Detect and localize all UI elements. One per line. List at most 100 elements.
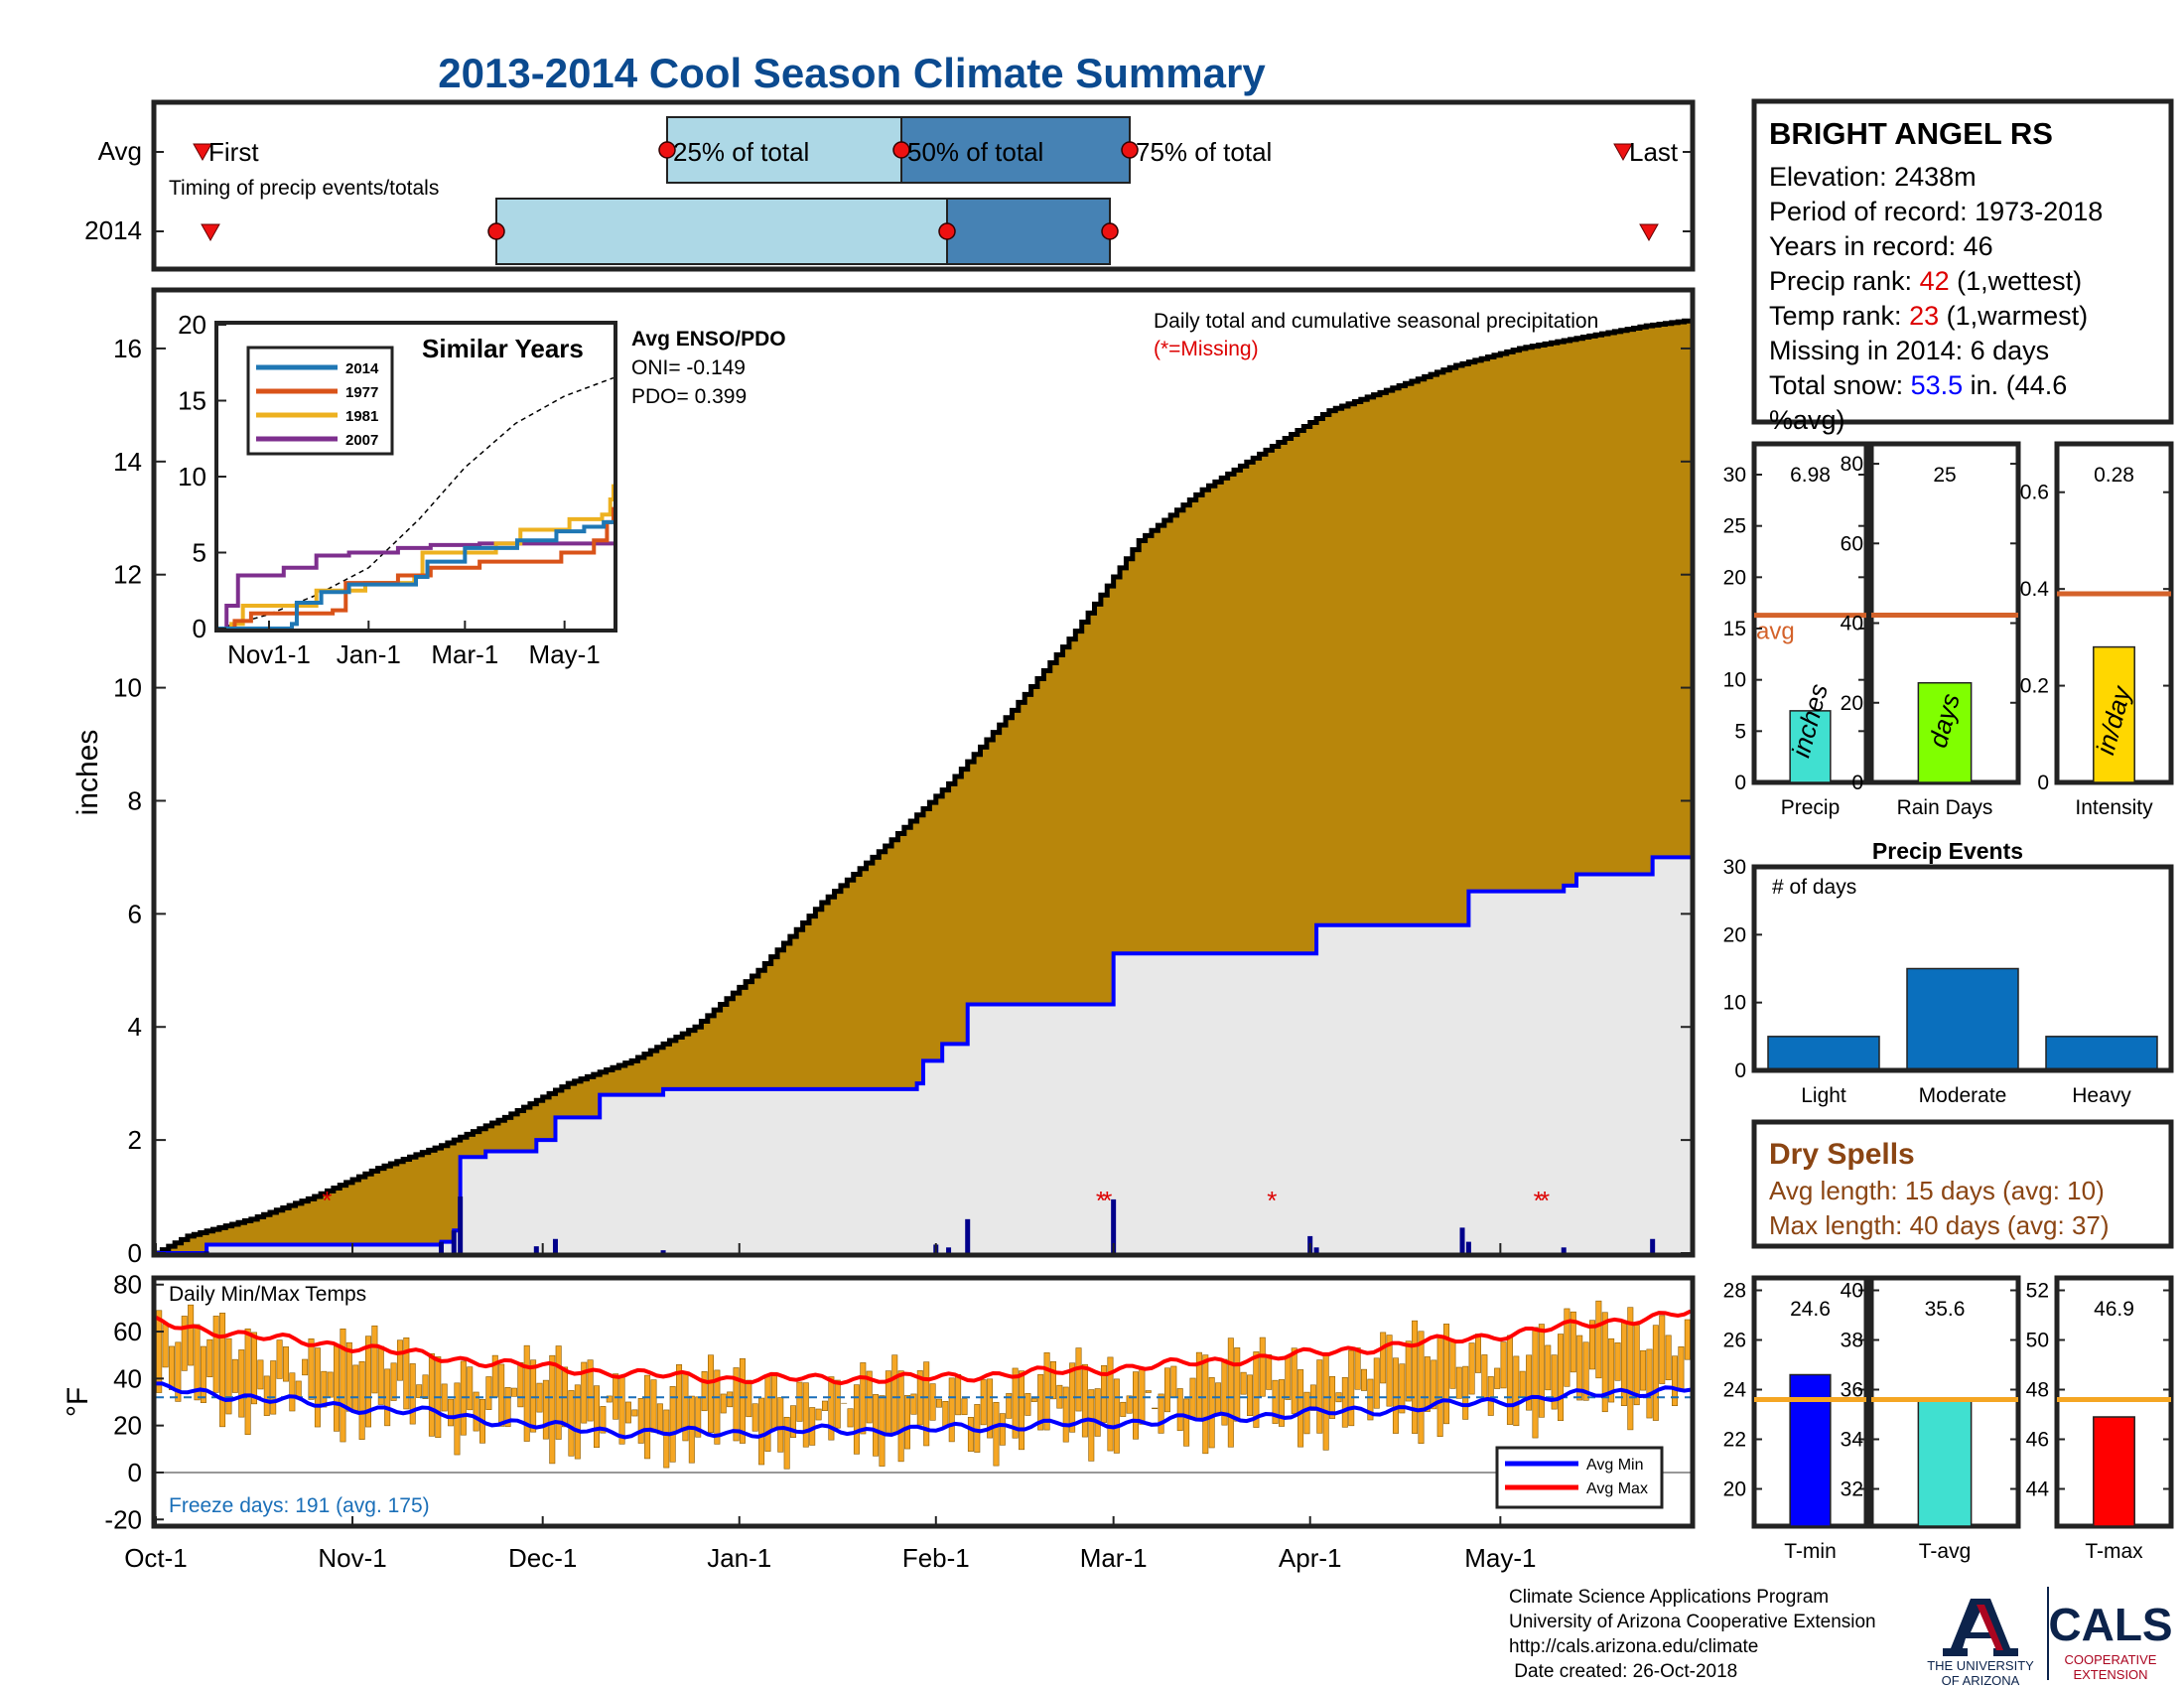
- daily-temp-bar: [1163, 1367, 1170, 1413]
- daily-temp-bar: [720, 1393, 727, 1414]
- temps-x-tick-label: Jan-1: [707, 1543, 771, 1573]
- timing-avg-75-marker: [1121, 141, 1139, 159]
- daily-precip-bar: [1561, 1247, 1567, 1253]
- daily-temp-bar: [701, 1371, 708, 1412]
- daily-precip-bar: [965, 1218, 971, 1253]
- inset-series-1981: [218, 484, 615, 631]
- missing-day-marker: *: [1540, 1186, 1550, 1215]
- timing-avg-25-marker: [658, 141, 676, 159]
- dry-spells-panel: Dry Spells Avg length: 15 days (avg: 10)…: [1751, 1119, 2174, 1249]
- precip-total-bar: [1789, 710, 1832, 783]
- station-snow: Total snow: 53.5 in. (44.6: [1769, 370, 2067, 400]
- precip-total-avg-label: avg: [1756, 619, 1795, 645]
- daily-temp-bar: [231, 1358, 238, 1393]
- daily-precip-bar: [451, 1230, 457, 1253]
- temps-title: Daily Min/Max Temps: [169, 1283, 366, 1306]
- cals-logo: CALS COOPERATIVE EXTENSION: [2048, 1599, 2172, 1682]
- avg-max-line: [155, 1309, 1692, 1386]
- daily-temp-bar: [1570, 1311, 1576, 1373]
- daily-temp-bar: [1672, 1355, 1679, 1407]
- timing-last-label: Last: [1629, 137, 1679, 167]
- temps-legend-label: Avg Min: [1586, 1457, 1644, 1474]
- inset-x-tick-label: Mar-1: [431, 639, 498, 669]
- tavg-y-tick-label: 32: [1841, 1478, 1863, 1501]
- precip-total-category-label: Precip: [1781, 796, 1841, 819]
- inset-lines: [217, 376, 615, 631]
- temps-legend-box: [1495, 1446, 1664, 1509]
- daily-temp-bar: [815, 1408, 822, 1421]
- daily-temp-bar: [1665, 1335, 1672, 1381]
- tmin-panel: 20 22 24 26 28 24.6 T-min: [1723, 1275, 1869, 1563]
- intensity-y-tick-label: 0.4: [2020, 578, 2050, 601]
- daily-temp-bar: [1576, 1335, 1583, 1401]
- tavg-y-tick-label: 36: [1841, 1379, 1863, 1402]
- daily-temp-bar: [1120, 1401, 1127, 1417]
- daily-temp-bar: [1551, 1354, 1558, 1410]
- timing-avg-last-marker: [1613, 143, 1633, 162]
- daily-temp-bar: [999, 1413, 1006, 1446]
- daily-temp-bar: [847, 1408, 854, 1428]
- daily-temp-bar: [961, 1398, 968, 1416]
- inset-legend-label: 2007: [345, 432, 378, 449]
- daily-temp-bar: [1500, 1341, 1507, 1389]
- events-category-label: Light: [1801, 1084, 1846, 1107]
- events-bar-light: [1767, 1036, 1880, 1071]
- inset-series-2014: [218, 519, 614, 631]
- precip-events-title: Precip Events: [1872, 838, 2023, 864]
- footer-line-4: Date created: 26-Oct-2018: [1509, 1661, 1737, 1682]
- daily-temp-bar: [587, 1359, 594, 1422]
- daily-temp-bar: [1266, 1354, 1273, 1390]
- daily-temp-bar: [168, 1345, 175, 1390]
- daily-temp-bar: [1024, 1393, 1031, 1416]
- freeze-days-text: Freeze days: 191 (avg. 175): [169, 1494, 430, 1517]
- events-category-label: Heavy: [2072, 1084, 2131, 1107]
- daily-temp-bar: [200, 1345, 206, 1403]
- temps-y-tick-label: 80: [113, 1270, 142, 1300]
- daily-temp-bar: [1297, 1369, 1304, 1448]
- timing-first-label: First: [208, 137, 259, 167]
- precip-total-value-label: 6.98: [1790, 464, 1831, 487]
- precip-total-y-tick-label: 25: [1723, 515, 1746, 538]
- daily-temp-bar: [1487, 1376, 1494, 1416]
- station-period: Period of record: 1973-2018: [1769, 197, 2103, 226]
- inset-y-tick-label: 0: [193, 614, 206, 643]
- main-y-tick-label: 6: [128, 899, 142, 928]
- daily-temp-bar: [1380, 1332, 1387, 1384]
- temps-ylabel: °F: [62, 1387, 94, 1417]
- daily-temp-bar: [1424, 1356, 1431, 1412]
- temps-avg-lines: [155, 1309, 1692, 1440]
- temps-x-tick-label: Nov-1: [318, 1543, 386, 1573]
- daily-temp-bar: [390, 1362, 397, 1401]
- station-precip-rank: Precip rank: 42 (1,wettest): [1769, 266, 2082, 296]
- tmax-y-tick-label: 52: [2026, 1280, 2049, 1303]
- footer-line-1: Climate Science Applications Program: [1509, 1587, 1829, 1608]
- daily-temp-bar: [1640, 1349, 1647, 1391]
- rain-days-bar: [1917, 681, 1973, 783]
- daily-temp-bar: [314, 1347, 321, 1428]
- daily-temp-bar: [821, 1400, 828, 1411]
- daily-temp-bar: [974, 1404, 981, 1453]
- ua-logo-line-1: THE UNIVERSITY: [1927, 1658, 2034, 1673]
- daily-temp-bar: [1513, 1355, 1520, 1427]
- daily-temp-bar: [1240, 1371, 1247, 1395]
- main-annotation: Daily total and cumulative seasonal prec…: [1154, 310, 1598, 333]
- temps-x-tick-label: Feb-1: [902, 1543, 970, 1573]
- inset-y-tick-label: 20: [178, 310, 206, 340]
- daily-temp-bar: [340, 1329, 346, 1443]
- daily-temp-bar: [1494, 1367, 1501, 1389]
- enso-pdo: PDO= 0.399: [631, 385, 747, 408]
- daily-temp-bar: [1526, 1354, 1533, 1411]
- main-y-tick-label: 14: [113, 447, 142, 477]
- daily-temp-bar: [504, 1387, 511, 1428]
- timing-75-label: 75% of total: [1136, 137, 1272, 167]
- daily-temp-bar: [225, 1337, 232, 1415]
- inset-y-tick-label: 15: [178, 386, 206, 416]
- main-y-tick-label: 0: [128, 1238, 142, 1268]
- daily-temp-bar: [1075, 1347, 1082, 1412]
- daily-temp-bar: [257, 1359, 264, 1390]
- daily-temp-bar: [1627, 1307, 1634, 1431]
- main-y-tick-label: 2: [128, 1125, 142, 1155]
- daily-temp-bar: [276, 1339, 283, 1379]
- daily-temp-bar: [733, 1367, 740, 1442]
